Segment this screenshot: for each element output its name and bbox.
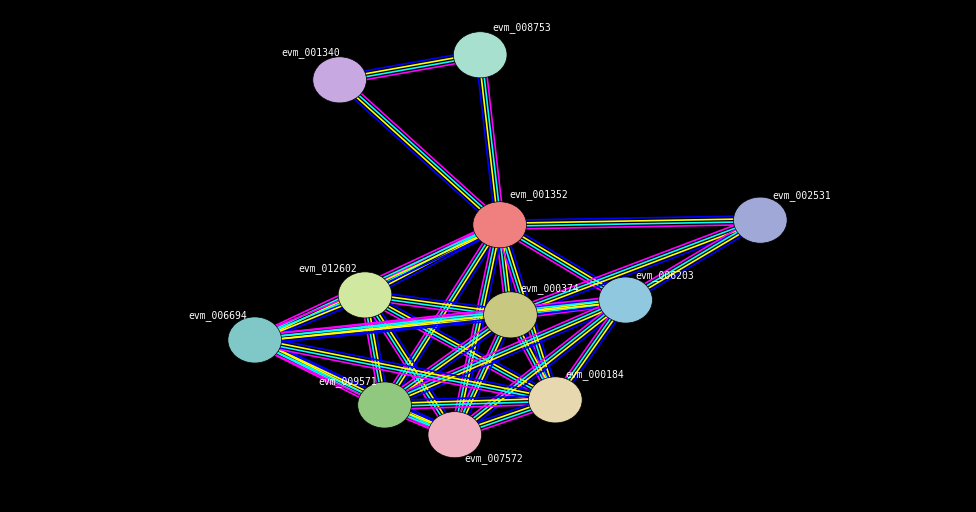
Text: evm_006694: evm_006694 — [188, 310, 247, 321]
Text: evm_009571: evm_009571 — [318, 376, 377, 387]
Ellipse shape — [473, 202, 527, 248]
Ellipse shape — [312, 57, 366, 103]
Text: evm_001352: evm_001352 — [509, 189, 568, 200]
Text: evm_000184: evm_000184 — [565, 370, 624, 380]
Ellipse shape — [529, 377, 582, 423]
Text: evm_006203: evm_006203 — [635, 270, 694, 281]
Ellipse shape — [358, 382, 412, 428]
Ellipse shape — [484, 292, 537, 338]
Ellipse shape — [598, 277, 653, 323]
Ellipse shape — [734, 197, 787, 243]
Ellipse shape — [228, 317, 282, 363]
Text: evm_000374: evm_000374 — [520, 284, 579, 294]
Text: evm_012602: evm_012602 — [299, 264, 357, 274]
Text: evm_002531: evm_002531 — [772, 190, 831, 201]
Ellipse shape — [428, 412, 482, 458]
Ellipse shape — [454, 32, 508, 78]
Text: evm_007572: evm_007572 — [465, 454, 523, 464]
Text: evm_001340: evm_001340 — [281, 48, 340, 58]
Ellipse shape — [339, 272, 392, 318]
Text: evm_008753: evm_008753 — [492, 23, 550, 33]
